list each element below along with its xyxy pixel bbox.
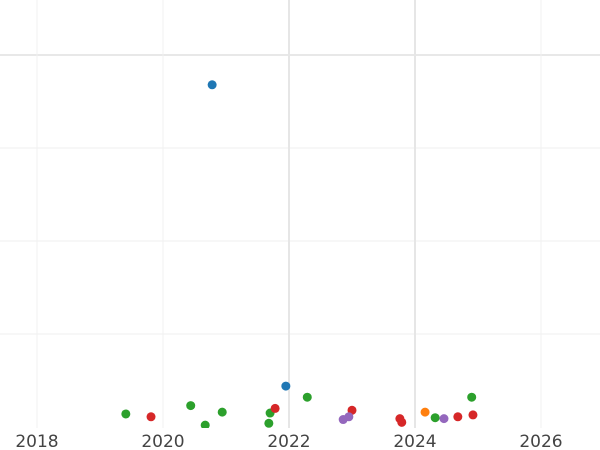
x-tick-label: 2024 [393,432,436,450]
x-tick-label: 2020 [141,432,184,450]
data-point-red [270,403,280,413]
data-point-red [468,410,478,420]
x-tick-label: 2018 [15,432,58,450]
grid [0,0,600,428]
data-point-green [186,401,196,411]
data-point-green [467,392,477,402]
data-point-green [302,392,312,402]
data-point-purple [344,412,354,422]
x-tick-label: 2022 [267,432,310,450]
x-axis-ticks: 2018 2020 2022 2024 2026 [15,432,562,450]
x-tick-label: 2026 [519,432,562,450]
data-point-orange [420,407,430,417]
data-point-red [453,412,463,422]
data-point-purple [439,414,449,424]
data-point-blue [207,80,217,90]
data-point-green [264,418,274,428]
data-point-red [397,417,407,427]
data-point-blue [281,381,291,391]
data-point-green [200,420,210,428]
data-point-green [217,407,227,417]
points [121,80,478,428]
data-point-green [430,413,440,423]
data-point-red [146,412,156,422]
data-point-green [121,409,131,419]
